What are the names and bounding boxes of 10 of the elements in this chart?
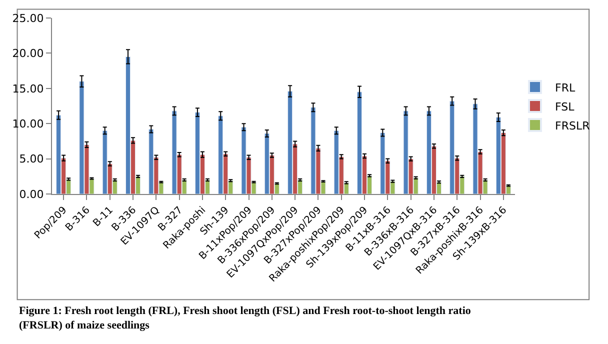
y-tick-label: 20.00 xyxy=(12,47,44,60)
y-tick-label: 10.00 xyxy=(12,117,44,130)
y-tick-label: 5.00 xyxy=(19,152,44,166)
legend-label: FSL xyxy=(555,100,576,114)
y-tick-label: 15.00 xyxy=(12,82,44,96)
caption: Figure 1: Fresh root length (FRL), Fresh shoot length (FSL) and Fresh root-to-shoot length ratio (FRSLR) of maize seedlings xyxy=(19,305,472,332)
legend-label: FRSLR xyxy=(555,119,590,132)
y-tick-label: 0.00 xyxy=(19,188,44,201)
y-tick-label: 25.00 xyxy=(12,12,44,25)
legend-label: FRL xyxy=(555,81,576,94)
